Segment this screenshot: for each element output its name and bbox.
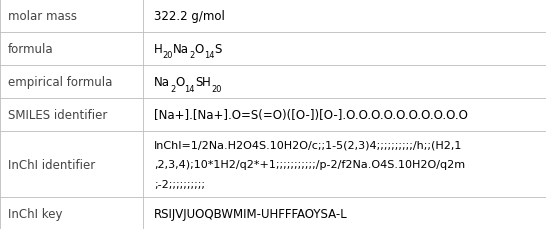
Text: H: H — [203, 76, 211, 89]
Text: Na: Na — [154, 76, 170, 89]
Text: 20: 20 — [211, 84, 222, 93]
Text: 20: 20 — [163, 51, 173, 60]
Text: H: H — [154, 43, 163, 56]
Text: InChI identifier: InChI identifier — [8, 158, 96, 171]
Text: 322.2 g/mol: 322.2 g/mol — [154, 10, 225, 23]
Text: S: S — [195, 76, 203, 89]
Text: [Na+].[Na+].O=S(=O)([O-])[O-].O.O.O.O.O.O.O.O.O.O: [Na+].[Na+].O=S(=O)([O-])[O-].O.O.O.O.O.… — [154, 109, 468, 122]
Text: ,2,3,4);10*1H2/q2*+1;;;;;;;;;;;/p-2/f2Na.O4S.10H2O/q2m: ,2,3,4);10*1H2/q2*+1;;;;;;;;;;;/p-2/f2Na… — [154, 159, 465, 169]
Text: O: O — [175, 76, 185, 89]
Text: 2: 2 — [170, 84, 175, 93]
Text: 2: 2 — [189, 51, 194, 60]
Text: ;-2;;;;;;;;;;: ;-2;;;;;;;;;; — [154, 179, 205, 189]
Text: 14: 14 — [204, 51, 214, 60]
Text: empirical formula: empirical formula — [8, 76, 112, 89]
Text: formula: formula — [8, 43, 54, 56]
Text: InChI key: InChI key — [8, 207, 63, 220]
Text: O: O — [194, 43, 204, 56]
Text: Na: Na — [173, 43, 189, 56]
Text: RSIJVJUOQBWMIM-UHFFFAOYSA-L: RSIJVJUOQBWMIM-UHFFFAOYSA-L — [154, 207, 348, 220]
Text: SMILES identifier: SMILES identifier — [8, 109, 108, 122]
Text: S: S — [214, 43, 222, 56]
Text: InChI=1/2Na.H2O4S.10H2O/c;;1-5(2,3)4;;;;;;;;;;/h;;(H2,1: InChI=1/2Na.H2O4S.10H2O/c;;1-5(2,3)4;;;;… — [154, 139, 462, 150]
Text: molar mass: molar mass — [8, 10, 77, 23]
Text: 14: 14 — [185, 84, 195, 93]
